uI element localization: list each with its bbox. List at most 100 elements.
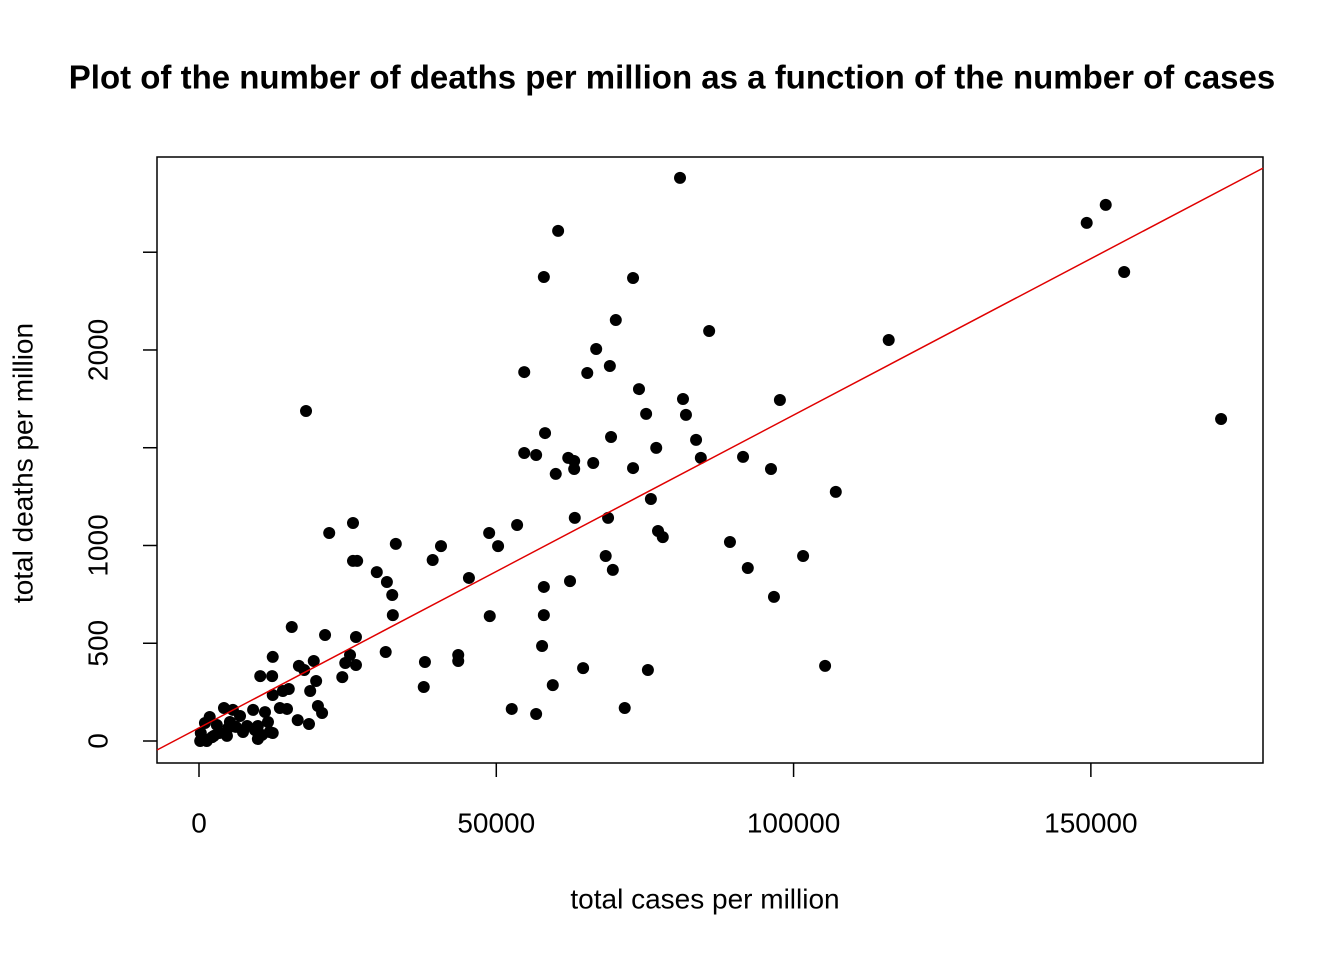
point (632, 383, 645, 396)
x-axis-title: total cases per million (570, 883, 839, 914)
point (1215, 412, 1228, 425)
point (346, 517, 359, 530)
point (587, 456, 600, 469)
regression-line (156, 167, 1264, 751)
point (307, 655, 320, 668)
point (426, 553, 439, 566)
point (640, 407, 653, 420)
point (627, 272, 640, 285)
point (618, 701, 631, 714)
point (1099, 198, 1112, 211)
point (694, 451, 707, 464)
point (339, 656, 352, 669)
point (530, 708, 543, 721)
point (266, 650, 279, 663)
point (536, 639, 549, 652)
point (737, 450, 750, 463)
chart-title: Plot of the number of deaths per million… (69, 59, 1275, 96)
point (549, 467, 562, 480)
point (819, 659, 832, 672)
point (530, 448, 543, 461)
point (266, 689, 279, 702)
point (462, 571, 475, 584)
point (829, 485, 842, 498)
point (389, 537, 402, 550)
point (266, 670, 279, 683)
point (581, 367, 594, 380)
point (298, 664, 311, 677)
point (302, 717, 315, 730)
point (599, 550, 612, 563)
point (764, 463, 777, 476)
point (434, 540, 447, 553)
point (505, 702, 518, 715)
point (679, 408, 692, 421)
y-axis-title: total deaths per million (7, 323, 38, 603)
point (723, 535, 736, 548)
point (349, 658, 362, 671)
point (606, 563, 619, 576)
point (552, 224, 565, 237)
point (418, 656, 431, 669)
y-tick-label: 0 (82, 733, 113, 749)
point (285, 621, 298, 634)
point (483, 610, 496, 623)
point (319, 629, 332, 642)
point (564, 575, 577, 588)
point (386, 609, 399, 622)
point (261, 716, 274, 729)
point (539, 427, 552, 440)
point (483, 526, 496, 539)
x-tick-label: 50000 (457, 807, 535, 838)
point (452, 655, 465, 668)
point (1118, 265, 1131, 278)
point (323, 526, 336, 539)
point (518, 447, 531, 460)
point (291, 714, 304, 727)
point (380, 576, 393, 589)
point (258, 706, 271, 719)
point (882, 334, 895, 347)
point (1080, 216, 1093, 229)
point (577, 662, 590, 675)
point (511, 518, 524, 531)
point (379, 646, 392, 659)
point (229, 720, 242, 733)
point (254, 670, 267, 683)
point (304, 684, 317, 697)
x-tick-label: 100000 (747, 807, 840, 838)
point (568, 511, 581, 524)
point (349, 630, 362, 643)
point (370, 566, 383, 579)
point (310, 674, 323, 687)
y-tick-label: 500 (82, 620, 113, 667)
point (518, 366, 531, 379)
y-tick-label: 1000 (82, 514, 113, 576)
point (247, 703, 260, 716)
point (656, 531, 669, 544)
point (546, 679, 559, 692)
point (351, 554, 364, 567)
plot-box (156, 156, 1264, 764)
point (276, 684, 289, 697)
point (280, 702, 293, 715)
point (641, 664, 654, 677)
point (336, 671, 349, 684)
point (797, 550, 810, 563)
point (417, 681, 430, 694)
point (609, 314, 622, 327)
point (316, 707, 329, 720)
point (773, 394, 786, 407)
point (676, 393, 689, 406)
point (537, 271, 550, 284)
point (741, 561, 754, 574)
x-tick-label: 0 (191, 807, 207, 838)
point (590, 342, 603, 355)
point (644, 492, 657, 505)
point (627, 462, 640, 475)
point (767, 590, 780, 603)
point (674, 171, 687, 184)
